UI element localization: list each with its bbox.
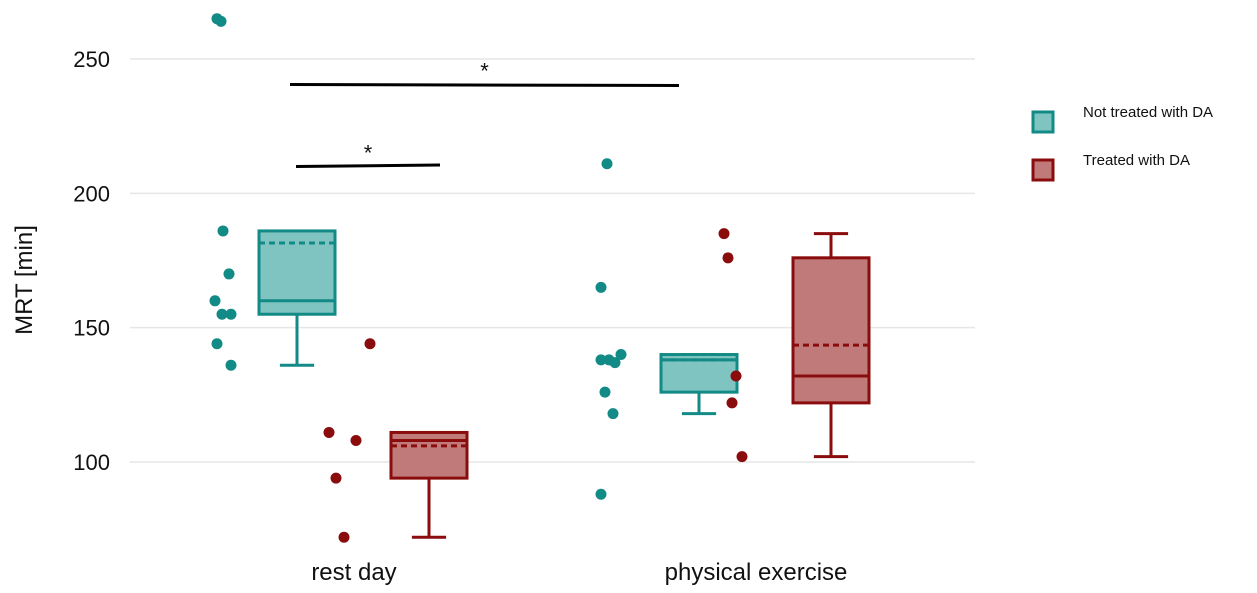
significance-label: * [480, 59, 489, 84]
y-tick-label: 150 [73, 316, 110, 341]
data-point [364, 338, 376, 350]
y-tick-labels: 100 150 200 250 [73, 47, 110, 475]
legend: Not treated with DA Treated with DA [1031, 104, 1213, 182]
y-tick-label: 200 [73, 181, 110, 206]
data-point [615, 349, 627, 361]
data-point [609, 357, 621, 369]
legend-label: Not treated with DA [1083, 104, 1213, 121]
data-point [595, 281, 607, 293]
data-point [338, 531, 350, 543]
data-point [601, 158, 613, 170]
data-point [718, 228, 730, 240]
y-axis-title: MRT [min] [11, 225, 38, 335]
box-plot-not-treated [659, 353, 739, 416]
data-point [215, 15, 227, 27]
y-tick-label: 100 [73, 450, 110, 475]
data-point [736, 451, 748, 463]
data-point [722, 252, 734, 264]
box-plot-treated [389, 430, 469, 539]
data-point [730, 370, 742, 382]
data-point [595, 488, 607, 500]
data-point [595, 354, 607, 366]
data-point [607, 408, 619, 420]
significance-bar [289, 83, 680, 88]
data-point [209, 295, 221, 307]
data-point [599, 386, 611, 398]
data-point [225, 359, 237, 371]
data-point [726, 397, 738, 409]
data-point [330, 472, 342, 484]
data-point [217, 225, 229, 237]
data-point [323, 426, 335, 438]
data-points [209, 13, 748, 543]
significance-annotations: ** [289, 59, 680, 168]
box-plot-not-treated [257, 229, 337, 367]
box-iqr [791, 256, 871, 405]
box-plot-treated [791, 232, 871, 459]
significance-bar [295, 163, 441, 168]
x-category-label: physical exercise [665, 559, 848, 586]
box-series [257, 229, 871, 539]
x-category-label: rest day [311, 559, 396, 586]
y-tick-label: 250 [73, 47, 110, 72]
data-point [211, 338, 223, 350]
data-point [223, 268, 235, 280]
significance-label: * [364, 140, 373, 165]
x-category-labels: rest day physical exercise [311, 559, 847, 586]
legend-swatch [1031, 110, 1055, 134]
legend-label: Treated with DA [1083, 152, 1190, 169]
legend-swatch [1031, 158, 1055, 182]
data-point [350, 435, 362, 447]
data-point [225, 308, 237, 320]
data-point [216, 308, 228, 320]
